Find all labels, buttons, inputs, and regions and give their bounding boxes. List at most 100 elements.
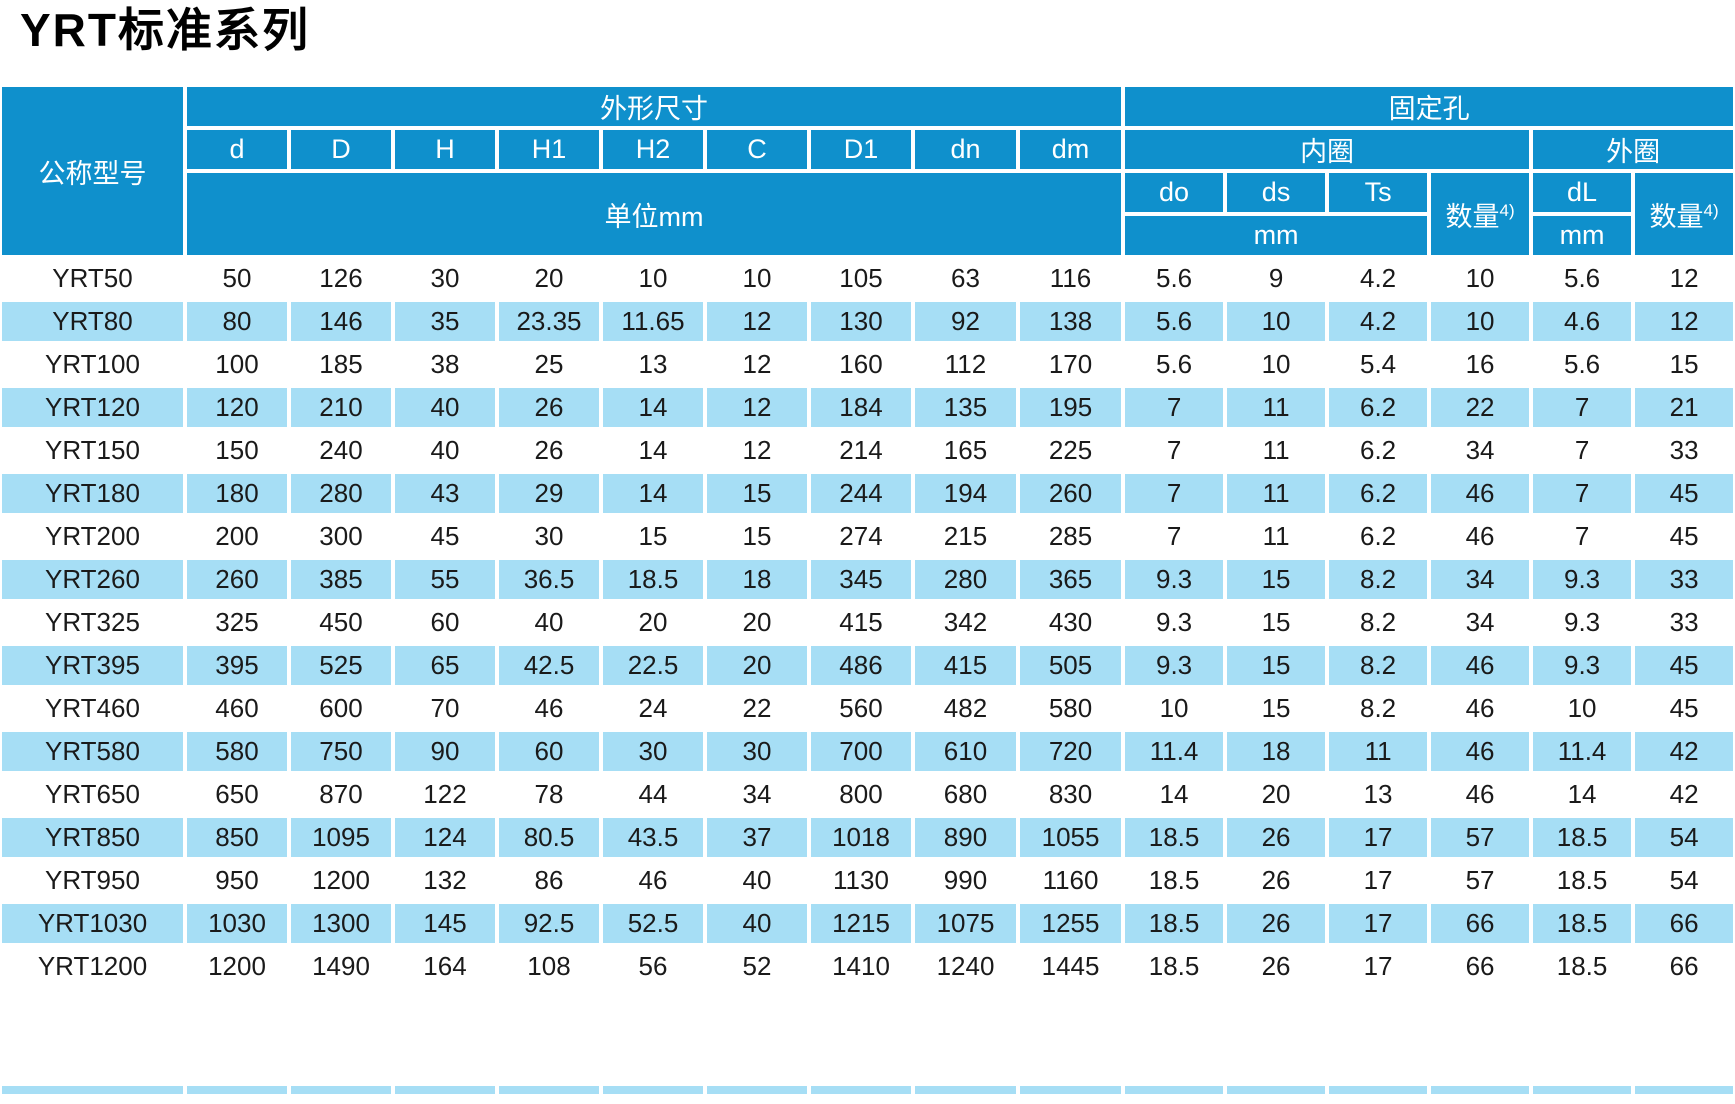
- model-cell: YRT100: [0, 343, 185, 386]
- value-cell: 13: [1327, 773, 1430, 816]
- cutoff-cell: [809, 1084, 913, 1096]
- value-cell: 46: [1429, 472, 1532, 515]
- header-qty-inner: 数量4): [1429, 171, 1532, 257]
- value-cell: 525: [289, 644, 393, 687]
- value-cell: 18.5: [1531, 859, 1634, 902]
- table-row: YRT80 80 146 35 23.35 11.65 12 130 92 138 5.6 10 4.2…: [0, 300, 1735, 343]
- value-cell: 1300: [289, 902, 393, 945]
- value-cell: 1215: [809, 902, 913, 945]
- value-cell: 7: [1531, 386, 1634, 429]
- value-cell: 9.3: [1123, 601, 1226, 644]
- cutoff-cell: [913, 1084, 1018, 1096]
- value-cell: 60: [497, 730, 601, 773]
- value-cell: 180: [185, 472, 289, 515]
- cutoff-cell: [1225, 1084, 1328, 1096]
- value-cell: 26: [1225, 816, 1328, 859]
- header-dn: dn: [913, 128, 1018, 171]
- value-cell: 38: [393, 343, 497, 386]
- value-cell: 18: [1225, 730, 1328, 773]
- value-cell: 42.5: [497, 644, 601, 687]
- value-cell: 14: [601, 472, 705, 515]
- qty-inner-footnote: 4): [1499, 200, 1515, 220]
- header-holes-group: 固定孔: [1123, 85, 1735, 128]
- value-cell: 325: [185, 601, 289, 644]
- value-cell: 342: [913, 601, 1018, 644]
- qty-outer-footnote: 4): [1703, 200, 1719, 220]
- cutoff-cell: [1018, 1084, 1124, 1096]
- value-cell: 15: [1225, 644, 1328, 687]
- header-model: 公称型号: [0, 85, 185, 257]
- value-cell: 6.2: [1327, 472, 1430, 515]
- cutoff-cell: [1327, 1084, 1430, 1096]
- value-cell: 30: [601, 730, 705, 773]
- value-cell: 505: [1018, 644, 1124, 687]
- value-cell: 700: [809, 730, 913, 773]
- value-cell: 430: [1018, 601, 1124, 644]
- value-cell: 50: [185, 257, 289, 300]
- cutoff-cell: [1429, 1084, 1532, 1096]
- value-cell: 1490: [289, 945, 393, 988]
- model-cell: YRT200: [0, 515, 185, 558]
- value-cell: 15: [601, 515, 705, 558]
- value-cell: 18.5: [1123, 859, 1226, 902]
- header-Ts: Ts: [1327, 171, 1430, 214]
- value-cell: 25: [497, 343, 601, 386]
- value-cell: 11.65: [601, 300, 705, 343]
- value-cell: 580: [1018, 687, 1124, 730]
- value-cell: 7: [1123, 386, 1226, 429]
- table-row: YRT50 50 126 30 20 10 10 105 63 116 5.6 9 4.2 10 5.6 12: [0, 257, 1735, 300]
- value-cell: 610: [913, 730, 1018, 773]
- header-inner-ring: 内圈: [1123, 128, 1532, 171]
- value-cell: 214: [809, 429, 913, 472]
- value-cell: 5.4: [1327, 343, 1430, 386]
- spacer-cell: [0, 988, 1735, 1084]
- value-cell: 395: [185, 644, 289, 687]
- value-cell: 170: [1018, 343, 1124, 386]
- value-cell: 33: [1633, 601, 1735, 644]
- value-cell: 34: [1429, 429, 1532, 472]
- model-cell: YRT180: [0, 472, 185, 515]
- value-cell: 5.6: [1531, 343, 1634, 386]
- value-cell: 86: [497, 859, 601, 902]
- value-cell: 66: [1633, 902, 1735, 945]
- value-cell: 6.2: [1327, 515, 1430, 558]
- cutoff-cell: [393, 1084, 497, 1096]
- header-qty-outer: 数量4): [1633, 171, 1735, 257]
- spacer-row: [0, 988, 1735, 1084]
- value-cell: 20: [1225, 773, 1328, 816]
- cutoff-cell: [1123, 1084, 1226, 1096]
- header-do: do: [1123, 171, 1226, 214]
- value-cell: 42: [1633, 773, 1735, 816]
- value-cell: 26: [1225, 945, 1328, 988]
- cutoff-cell: [705, 1084, 809, 1096]
- value-cell: 40: [497, 601, 601, 644]
- value-cell: 950: [185, 859, 289, 902]
- value-cell: 12: [1633, 257, 1735, 300]
- table-row: YRT1200 1200 1490 164 108 56 52 1410 1240 1445 18.…: [0, 945, 1735, 988]
- value-cell: 280: [913, 558, 1018, 601]
- value-cell: 195: [1018, 386, 1124, 429]
- model-cell: YRT950: [0, 859, 185, 902]
- value-cell: 8.2: [1327, 644, 1430, 687]
- table-row: YRT850 850 1095 124 80.5 43.5 37 1018 890 1055 18.…: [0, 816, 1735, 859]
- value-cell: 1130: [809, 859, 913, 902]
- value-cell: 4.2: [1327, 257, 1430, 300]
- value-cell: 108: [497, 945, 601, 988]
- table-row: YRT260 260 385 55 36.5 18.5 18 345 280 365 9.3 15 8.…: [0, 558, 1735, 601]
- value-cell: 11: [1327, 730, 1430, 773]
- value-cell: 145: [393, 902, 497, 945]
- value-cell: 210: [289, 386, 393, 429]
- value-cell: 17: [1327, 902, 1430, 945]
- value-cell: 17: [1327, 859, 1430, 902]
- header-D: D: [289, 128, 393, 171]
- value-cell: 43.5: [601, 816, 705, 859]
- value-cell: 23.35: [497, 300, 601, 343]
- value-cell: 22.5: [601, 644, 705, 687]
- header-outer-ring: 外圈: [1531, 128, 1735, 171]
- value-cell: 870: [289, 773, 393, 816]
- value-cell: 66: [1429, 945, 1532, 988]
- value-cell: 486: [809, 644, 913, 687]
- value-cell: 17: [1327, 945, 1430, 988]
- model-cell: YRT50: [0, 257, 185, 300]
